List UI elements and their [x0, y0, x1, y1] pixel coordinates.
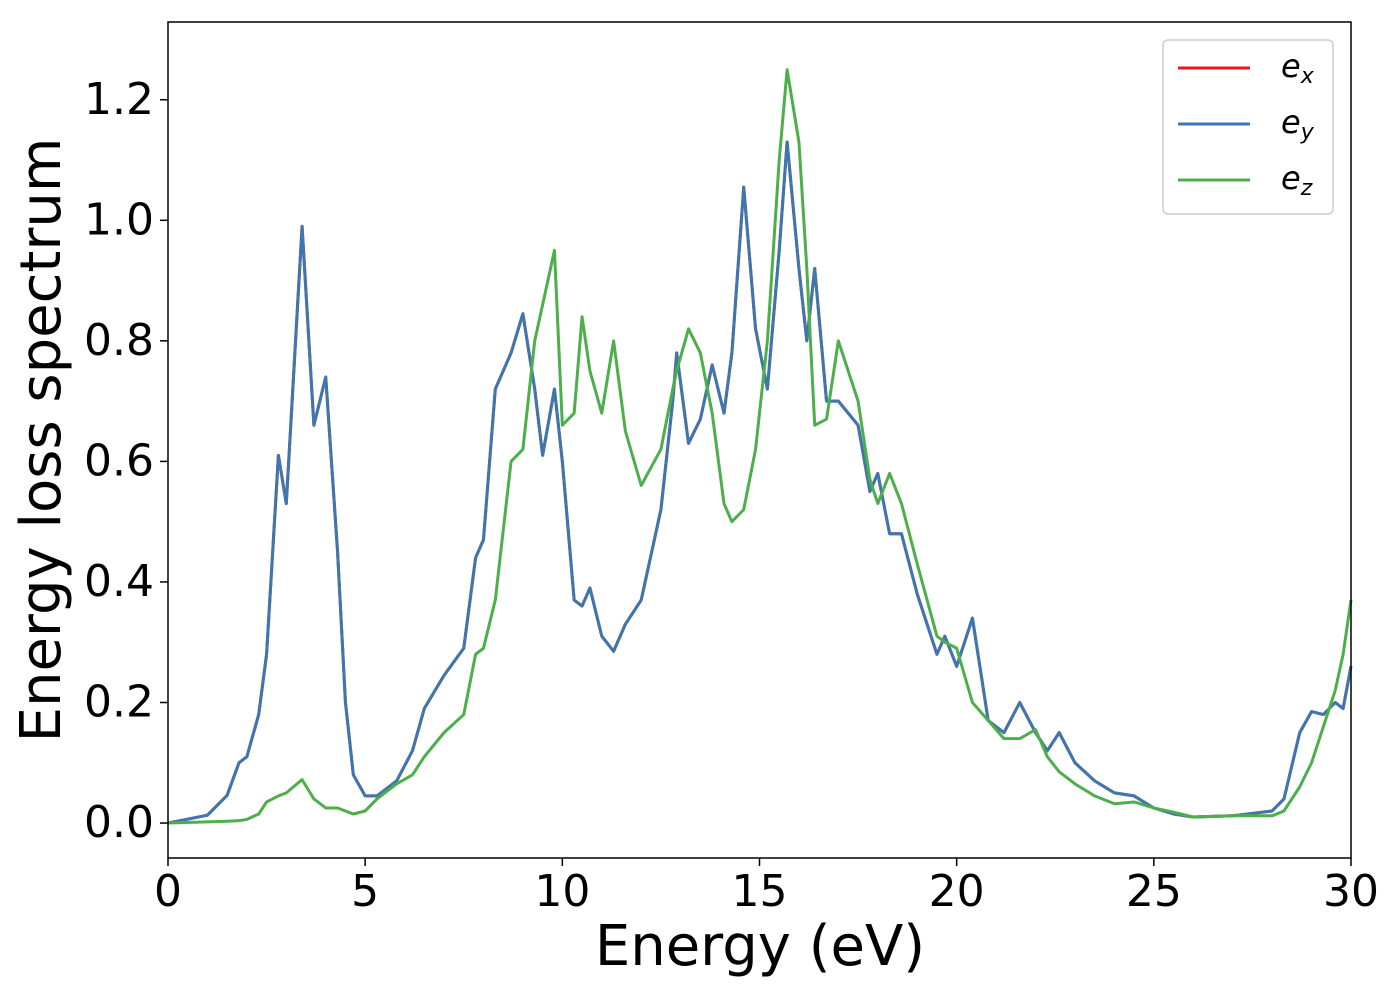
y-axis-label: Energy loss spectrum: [9, 138, 74, 743]
y-tick-label: 0.4: [84, 556, 154, 607]
x-tick-label: 15: [732, 866, 788, 917]
y-tick-label: 0.2: [84, 676, 154, 727]
legend-name: e: [1281, 103, 1301, 141]
legend-subscript: y: [1300, 120, 1315, 145]
y-tick-label: 0.8: [84, 315, 154, 366]
legend-name: e: [1281, 159, 1301, 197]
line-series: [167, 68, 1353, 825]
plot-frame: [167, 21, 1352, 859]
x-tick-label: 0: [154, 866, 182, 917]
legend-label: ex: [1281, 47, 1315, 89]
x-tick-label: 20: [929, 866, 985, 917]
legend-label: ez: [1281, 159, 1313, 201]
legend-subscript: z: [1300, 176, 1313, 201]
x-tick-label: 30: [1323, 866, 1379, 917]
legend-subscript: x: [1300, 64, 1315, 89]
legend-label: ey: [1281, 103, 1315, 145]
x-tick-label: 25: [1126, 866, 1182, 917]
x-tick-label: 10: [534, 866, 590, 917]
y-tick-label: 1.0: [84, 194, 154, 245]
x-axis-label: Energy (eV): [595, 914, 925, 979]
y-tick-label: 0.6: [84, 435, 154, 486]
legend-name: e: [1281, 47, 1301, 85]
y-tick-label: 1.2: [84, 74, 154, 125]
y-tick-label: 0.0: [84, 797, 154, 848]
legend-box: [1162, 39, 1334, 215]
x-tick-label: 5: [351, 866, 379, 917]
line-series: [167, 140, 1353, 825]
line-series: [167, 140, 1353, 825]
